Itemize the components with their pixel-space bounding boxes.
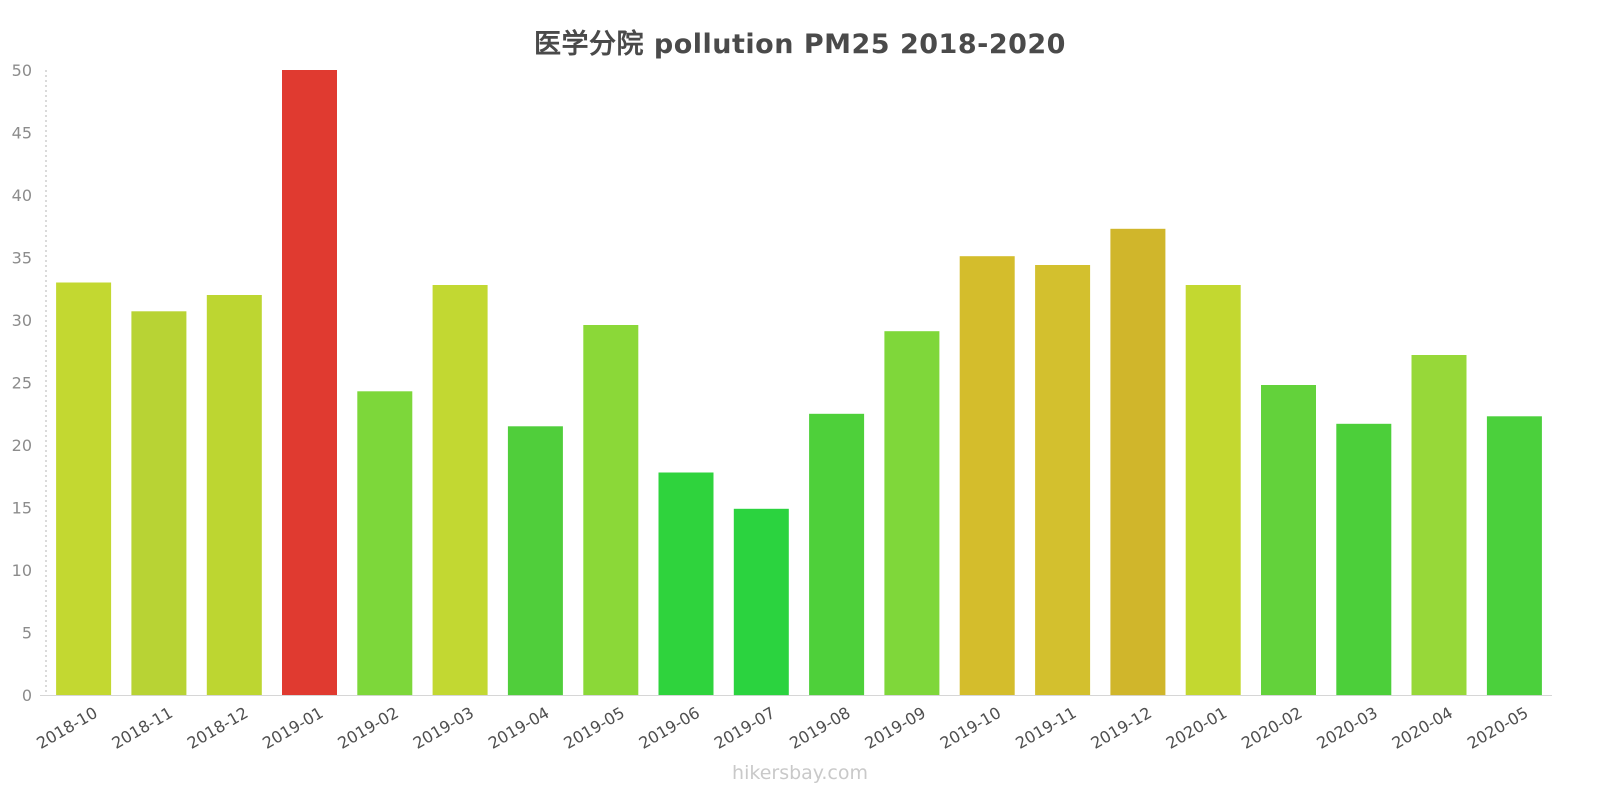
bar-2019-02: [357, 391, 413, 696]
bar-2020-01: [1185, 285, 1241, 695]
bar-2020-03: [1336, 423, 1392, 696]
bar-2019-05: [583, 325, 639, 695]
bar-2019-10: [959, 256, 1015, 695]
bar-2020-05: [1486, 416, 1542, 696]
y-tick-label: 15: [12, 499, 32, 518]
bar-2019-08: [809, 413, 865, 696]
footer-watermark: hikersbay.com: [732, 762, 868, 784]
chart-title: 医学分院 pollution PM25 2018-2020: [534, 29, 1066, 60]
y-tick-label: 25: [12, 374, 32, 393]
y-tick-label: 35: [12, 249, 32, 268]
bar-2018-11: [131, 311, 187, 696]
x-tick-label: 2019-07: [711, 703, 778, 753]
y-tick-label: 50: [12, 61, 32, 80]
y-tick-label: 20: [12, 436, 32, 455]
bar-2019-01: [282, 70, 337, 695]
bar-2019-04: [507, 426, 563, 696]
bar-2018-12: [206, 295, 262, 695]
x-tick-label: 2019-11: [1012, 703, 1079, 753]
bar-2019-11: [1035, 265, 1091, 695]
x-tick-label: 2019-08: [786, 703, 853, 753]
bar-2020-02: [1261, 385, 1316, 695]
x-tick-label: 2019-10: [937, 703, 1004, 753]
bar-2019-03: [432, 285, 488, 695]
x-tick-label: 2019-12: [1087, 703, 1154, 753]
x-tick-label: 2020-04: [1389, 703, 1456, 753]
x-tick-label: 2019-06: [636, 703, 703, 753]
x-tick-label: 2019-05: [560, 703, 627, 753]
x-tick-label: 2019-09: [861, 703, 928, 753]
y-tick-label: 30: [12, 311, 32, 330]
y-tick-label: 0: [22, 686, 32, 705]
x-tick-label: 2019-03: [410, 703, 477, 753]
x-tick-label: 2020-01: [1163, 703, 1230, 753]
x-tick-label: 2020-05: [1464, 703, 1531, 753]
bar-2020-04: [1411, 355, 1467, 695]
y-tick-label: 10: [12, 561, 32, 580]
bar-2019-09: [884, 331, 940, 695]
x-tick-label: 2020-02: [1238, 703, 1305, 753]
y-tick-label: 5: [22, 624, 32, 643]
bar-2019-07: [733, 508, 789, 696]
x-tick-label: 2020-03: [1313, 703, 1380, 753]
x-tick-label: 2018-11: [108, 703, 175, 753]
x-tick-label: 2019-02: [334, 703, 401, 753]
bar-2019-06: [658, 472, 714, 695]
y-tick-label: 40: [12, 186, 32, 205]
x-tick-label: 2018-10: [33, 703, 100, 753]
y-tick-label: 45: [12, 124, 32, 143]
bar-2019-12: [1110, 228, 1166, 696]
bar-2018-10: [56, 282, 112, 695]
x-tick-label: 2019-04: [485, 703, 552, 753]
x-tick-label: 2019-01: [259, 703, 326, 753]
x-tick-label: 2018-12: [184, 703, 251, 753]
